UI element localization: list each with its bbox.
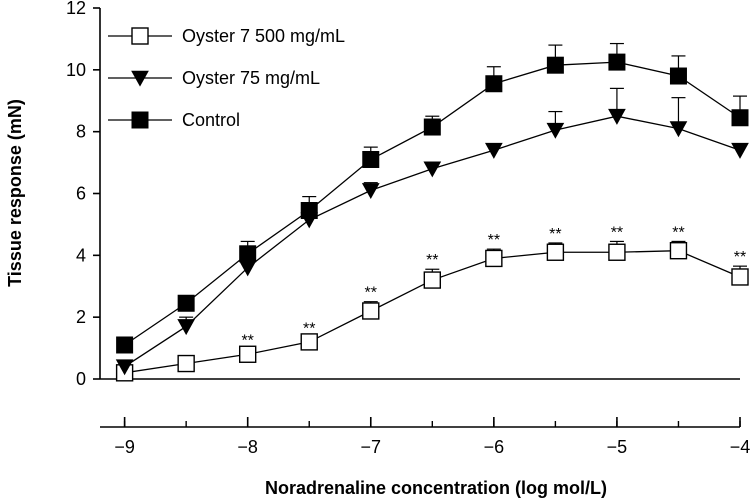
data-point: [423, 161, 442, 178]
significance-label: **: [549, 226, 561, 243]
legend: Oyster 7 500 mg/mL Oyster 75 mg/mL Control: [108, 26, 345, 130]
data-point: [116, 336, 134, 354]
data-point: [669, 67, 687, 85]
data-point: [731, 109, 749, 127]
data-point: [423, 271, 442, 289]
significance-label: **: [734, 249, 746, 266]
significance-label: **: [365, 285, 377, 302]
legend-item-2: Control: [108, 110, 240, 130]
data-point: [608, 108, 626, 125]
data-point: [177, 294, 195, 312]
legend-marker: [131, 111, 149, 129]
data-point: [546, 243, 565, 261]
data-point: [608, 243, 626, 261]
x-tick-label: −8: [237, 437, 258, 457]
y-axis-title: Tissue response (mN): [5, 99, 25, 287]
legend-label: Control: [182, 110, 240, 130]
data-point: [239, 245, 257, 263]
series-line: [124, 115, 741, 368]
significance-label: **: [303, 320, 315, 337]
x-tick-label: −5: [607, 437, 628, 457]
legend-label: Oyster 7 500 mg/mL: [182, 26, 345, 46]
data-point: [300, 202, 318, 220]
y-tick-label: 4: [76, 245, 86, 265]
data-point: [423, 118, 441, 136]
x-axis-title: Noradrenaline concentration (log mol/L): [265, 478, 607, 498]
significance-label: **: [611, 224, 623, 241]
significance-label: **: [426, 252, 438, 269]
data-point: [177, 354, 195, 373]
data-point: [485, 75, 503, 93]
data-point: [361, 183, 380, 200]
y-tick-label: 10: [66, 60, 86, 80]
significance-label: **: [488, 232, 500, 249]
series-2: [116, 42, 749, 354]
data-point: [731, 142, 749, 159]
data-point: [177, 319, 196, 336]
data-point: [115, 359, 134, 376]
data-point: [546, 56, 564, 74]
axes: 0 2 4 6 8 10 12 −9 −8 −7 −6 −5 −4: [66, 0, 750, 457]
x-tick-label: −9: [114, 437, 135, 457]
x-tick-label: −7: [361, 437, 382, 457]
data-point: [362, 150, 380, 168]
x-tick-label: −6: [484, 437, 505, 457]
y-tick-label: 6: [76, 184, 86, 204]
data-point: [546, 122, 565, 139]
data-point: [238, 345, 257, 363]
x-tick-label: −4: [730, 437, 750, 457]
data-point: [731, 268, 749, 286]
data-point: [484, 142, 503, 159]
data-point: [300, 333, 318, 351]
series-layer: ** ** ** ** ** ** ** ** **: [115, 42, 749, 382]
y-tick-label: 12: [66, 0, 86, 18]
series-0: ** ** ** ** ** ** ** ** **: [115, 224, 749, 382]
legend-marker: [131, 27, 149, 45]
data-point: [485, 249, 503, 268]
y-tick-label: 2: [76, 307, 86, 327]
significance-label: **: [672, 224, 684, 241]
data-point: [362, 302, 380, 320]
significance-label: **: [241, 333, 253, 350]
legend-label: Oyster 75 mg/mL: [182, 68, 320, 88]
legend-marker: [131, 70, 149, 87]
data-point: [608, 53, 626, 71]
legend-item-0: Oyster 7 500 mg/mL: [108, 26, 345, 46]
y-tick-label: 0: [76, 369, 86, 389]
series-line: [124, 61, 741, 346]
data-point: [669, 241, 688, 260]
legend-item-1: Oyster 75 mg/mL: [108, 68, 320, 88]
data-point: [669, 121, 688, 138]
y-tick-label: 8: [76, 122, 86, 142]
